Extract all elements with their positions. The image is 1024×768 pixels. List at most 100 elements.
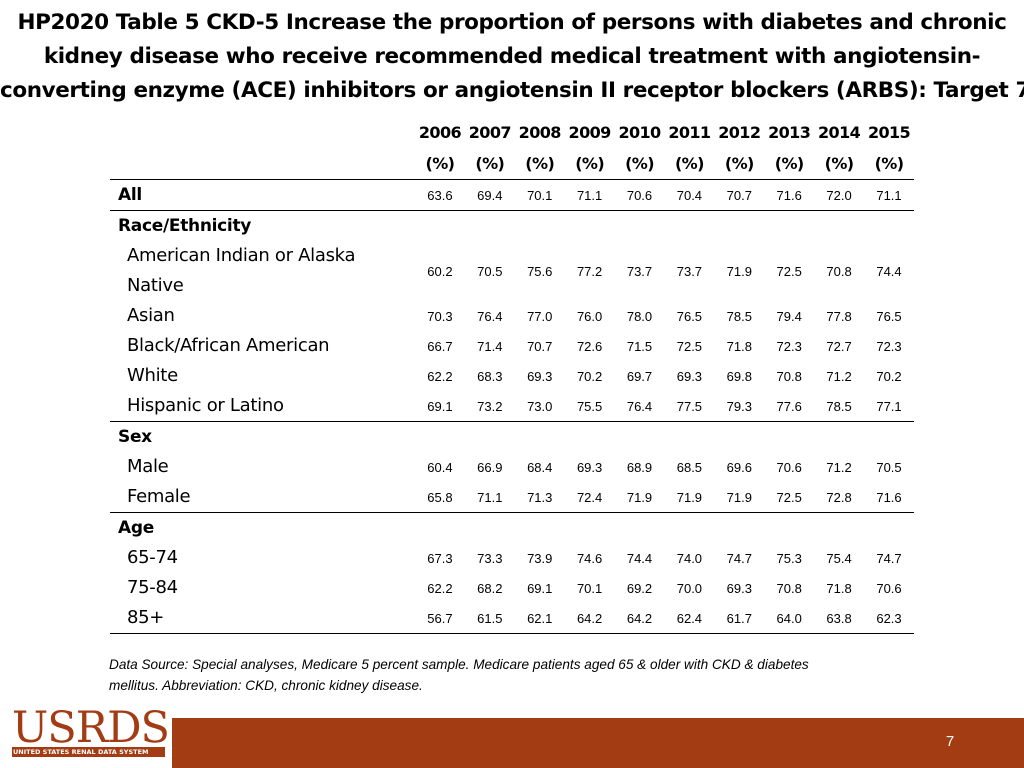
value-cell: 75.3: [776, 550, 802, 566]
value-cell: 71.9: [626, 489, 653, 505]
year-header: 2013: [768, 123, 811, 142]
table-row: 75-84 62.2 68.2 69.1 70.1 69.2 70.0 69.3 70.8 71.…: [110, 573, 914, 603]
data-table: 2006 2007 2008 2009 2010 2011 2012 2013 …: [110, 117, 914, 634]
value-cell: 77.8: [826, 308, 852, 324]
value-cell: 69.4: [477, 187, 503, 203]
data-source-note: Data Source: Special analyses, Medicare …: [109, 654, 919, 696]
row-label: 65-74: [127, 547, 178, 568]
unit-header: (%): [464, 148, 515, 180]
value-cell: [564, 512, 615, 543]
value-cell: 69.7: [626, 368, 653, 384]
value-cell: 62.3: [864, 603, 914, 634]
value-cell: 77.5: [676, 398, 703, 414]
year-header: 2011: [668, 123, 711, 142]
usrds-logo-subtitle: UNITED STATES RENAL DATA SYSTEM: [12, 747, 165, 757]
table-row: 65-74 67.3 73.3 73.9 74.6 74.4 74.0 74.7 75.3 75.…: [110, 543, 914, 573]
value-cell: [514, 210, 565, 241]
unit-header: (%): [415, 148, 465, 180]
value-cell: [614, 210, 665, 241]
value-cell: 60.2: [427, 263, 453, 279]
value-cell: 68.5: [676, 459, 703, 475]
unit-header-row: (%) (%) (%) (%) (%) (%) (%) (%) (%) (%): [110, 148, 914, 180]
header-blank: [110, 148, 415, 180]
value-cell: [864, 512, 914, 543]
value-cell: 72.3: [776, 338, 802, 354]
value-cell: 68.3: [477, 368, 503, 384]
value-cell: 75.5: [576, 398, 603, 414]
value-cell: 63.8: [814, 603, 865, 634]
value-cell: 62.2: [427, 580, 453, 596]
value-cell: [764, 512, 815, 543]
usrds-logo: USRDS: [12, 703, 170, 753]
value-cell: [714, 421, 765, 452]
table-row: White 62.2 68.3 69.3 70.2 69.7 69.3 69.8 70.8 71.…: [110, 361, 914, 391]
year-header: 2008: [518, 123, 562, 142]
value-cell: 72.3: [876, 338, 902, 354]
value-cell: [514, 421, 565, 452]
unit-header: (%): [664, 148, 715, 180]
value-cell: 70.5: [477, 263, 503, 279]
value-cell: 74.6: [576, 550, 603, 566]
value-cell: [464, 210, 515, 241]
value-cell: 61.5: [464, 603, 515, 634]
value-cell: 67.3: [427, 550, 453, 566]
value-cell: 71.2: [826, 368, 852, 384]
value-cell: 73.7: [676, 263, 703, 279]
value-cell: [415, 421, 465, 452]
value-cell: 71.2: [826, 459, 852, 475]
value-cell: 71.5: [626, 338, 653, 354]
value-cell: 72.6: [576, 338, 603, 354]
value-cell: 72.5: [776, 263, 802, 279]
value-cell: 62.2: [427, 368, 453, 384]
value-cell: 71.9: [676, 489, 703, 505]
value-cell: [714, 512, 765, 543]
value-cell: 73.0: [527, 398, 553, 414]
value-cell: 73.7: [626, 263, 653, 279]
value-cell: 64.2: [614, 603, 665, 634]
header-blank: [110, 117, 415, 148]
table-body: All 63.6 69.4 70.1 71.1 70.6 70.4 70.7 71.6 72.0 7…: [110, 180, 914, 634]
row-label: Asian: [127, 305, 175, 326]
value-cell: [714, 210, 765, 241]
value-cell: 71.9: [726, 263, 752, 279]
value-cell: 69.1: [427, 398, 453, 414]
slide-title: HP2020 Table 5 CKD-5 Increase the propor…: [0, 6, 1024, 108]
row-label: Black/African American: [127, 335, 330, 356]
value-cell: 69.3: [726, 580, 752, 596]
unit-header: (%): [614, 148, 665, 180]
section-label: Race/Ethnicity: [110, 210, 415, 241]
value-cell: [814, 512, 865, 543]
title-line-1: HP2020 Table 5 CKD-5 Increase the propor…: [17, 10, 1007, 35]
section-label: Age: [110, 512, 415, 543]
row-label: American Indian or Alaska Native: [127, 245, 356, 296]
value-cell: 70.6: [776, 459, 802, 475]
value-cell: 74.7: [726, 550, 752, 566]
value-cell: [814, 421, 865, 452]
value-cell: 76.0: [576, 308, 603, 324]
value-cell: 78.0: [626, 308, 653, 324]
value-cell: 66.7: [427, 338, 453, 354]
value-cell: [814, 210, 865, 241]
unit-header: (%): [864, 148, 914, 180]
year-header: 2007: [468, 123, 512, 142]
value-cell: [864, 421, 914, 452]
row-label: 75-84: [127, 577, 178, 598]
value-cell: 71.1: [576, 187, 603, 203]
value-cell: 70.4: [676, 187, 703, 203]
section-header-row: Race/Ethnicity: [110, 210, 914, 241]
value-cell: 77.1: [876, 398, 902, 414]
value-cell: 71.6: [776, 187, 802, 203]
value-cell: 77.2: [576, 263, 603, 279]
value-cell: 70.3: [427, 308, 453, 324]
year-header: 2010: [618, 123, 661, 142]
table-row: Male 60.4 66.9 68.4 69.3 68.9 68.5 69.6 70.6 71.2…: [110, 452, 914, 482]
year-header: 2009: [568, 123, 612, 142]
value-cell: 72.5: [676, 338, 703, 354]
value-cell: [415, 512, 465, 543]
title-line-2: kidney disease who receive recommended m…: [43, 44, 981, 69]
value-cell: 69.3: [527, 368, 553, 384]
value-cell: 77.0: [527, 308, 553, 324]
value-cell: [864, 210, 914, 241]
value-cell: [464, 512, 515, 543]
value-cell: 69.3: [676, 368, 703, 384]
